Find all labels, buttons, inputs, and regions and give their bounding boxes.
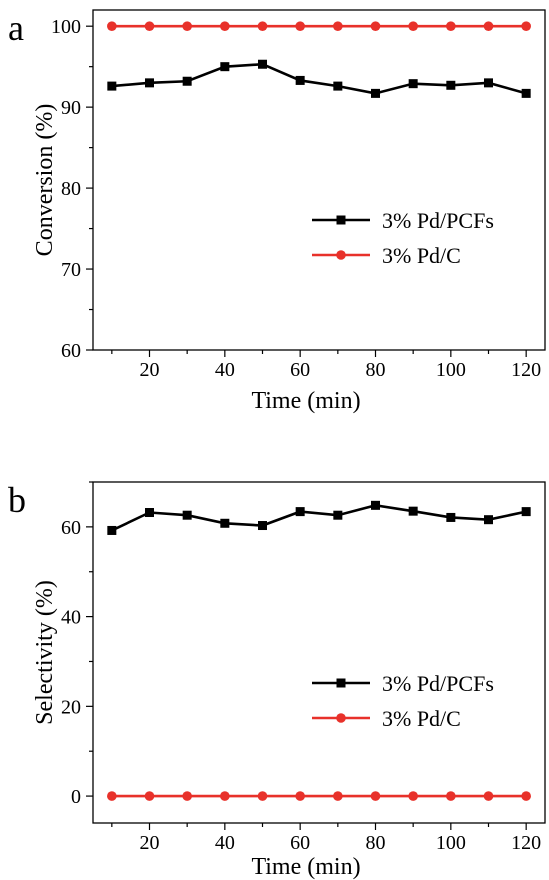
data-point [258,521,267,531]
data-point [220,21,230,31]
data-point [182,21,192,31]
y-axis-title: Conversion (%) [32,104,58,257]
x-tick-label: 20 [140,832,160,854]
data-point [220,518,230,528]
x-tick-label: 60 [290,359,310,381]
legend-marker [336,250,346,260]
data-point [220,62,230,72]
series-line-0 [111,504,527,532]
plot-frame [92,481,546,824]
data-point [484,515,493,525]
data-point [144,791,155,801]
panel-letter: a [8,8,24,48]
data-point [521,791,531,801]
data-point [295,21,305,31]
y-tick-label: 60 [61,340,81,362]
y-tick-label: 80 [61,178,81,200]
data-point [333,510,343,520]
data-point [521,507,531,517]
data-point [408,506,418,516]
plot-frame [92,9,546,351]
legend-label: 3% Pd/C [382,243,461,268]
legend-label: 3% Pd/C [382,706,461,731]
y-tick-label: 100 [51,16,81,38]
x-axis-title: Time (min) [251,854,360,880]
x-tick-label: 120 [511,832,541,854]
data-point [145,78,154,88]
data-point [483,791,494,801]
legend-label: 3% Pd/PCFs [382,671,494,696]
x-tick-label: 100 [436,359,466,381]
x-tick-label: 100 [436,832,466,854]
data-point [182,510,192,520]
data-point [107,21,117,31]
y-tick-label: 20 [61,696,81,718]
y-tick-label: 60 [61,517,81,539]
data-point [107,81,117,91]
x-tick-label: 20 [140,359,160,381]
data-point [370,21,381,31]
data-point [295,75,305,85]
data-point [446,512,456,522]
data-point [521,88,531,98]
data-point [295,791,305,801]
chart-panel-a: a 20 40 60 80 100 120 60 70 80 90 100 Time (min) Conv… [8,8,546,414]
data-point [295,507,305,517]
data-point [258,59,267,69]
x-tick-label: 120 [511,359,541,381]
data-point [408,21,418,31]
data-point [446,791,456,801]
x-tick-label: 60 [290,832,310,854]
data-point [446,21,456,31]
data-point [333,21,343,31]
data-point [107,791,117,801]
y-tick-label: 40 [61,607,81,629]
data-point [370,791,381,801]
data-point [220,791,230,801]
data-point [483,21,494,31]
x-tick-label: 40 [215,832,235,854]
legend-label: 3% Pd/PCFs [382,208,494,233]
x-tick-label: 80 [366,359,386,381]
y-tick-label: 0 [71,786,81,808]
data-point [371,88,380,98]
data-point [257,21,268,31]
data-point [371,500,380,510]
data-point [408,79,418,89]
legend-marker [336,678,346,688]
data-point [145,508,154,518]
data-point [107,525,117,535]
data-point [144,21,155,31]
data-point [333,791,343,801]
series-line-0 [111,62,527,95]
x-axis-title: Time (min) [251,388,360,414]
x-tick-label: 40 [215,359,235,381]
data-point [446,80,456,90]
y-tick-label: 70 [61,259,81,281]
legend-marker [336,713,346,723]
data-point [333,81,343,91]
data-point [521,21,531,31]
y-axis-title: Selectivity (%) [32,580,58,725]
data-point [408,791,418,801]
x-tick-label: 80 [366,832,386,854]
panel-letter: b [8,480,26,520]
data-point [484,78,493,88]
data-point [182,791,192,801]
y-tick-label: 90 [61,97,81,119]
data-point [257,791,268,801]
data-point [182,76,192,86]
legend-marker [336,215,346,225]
